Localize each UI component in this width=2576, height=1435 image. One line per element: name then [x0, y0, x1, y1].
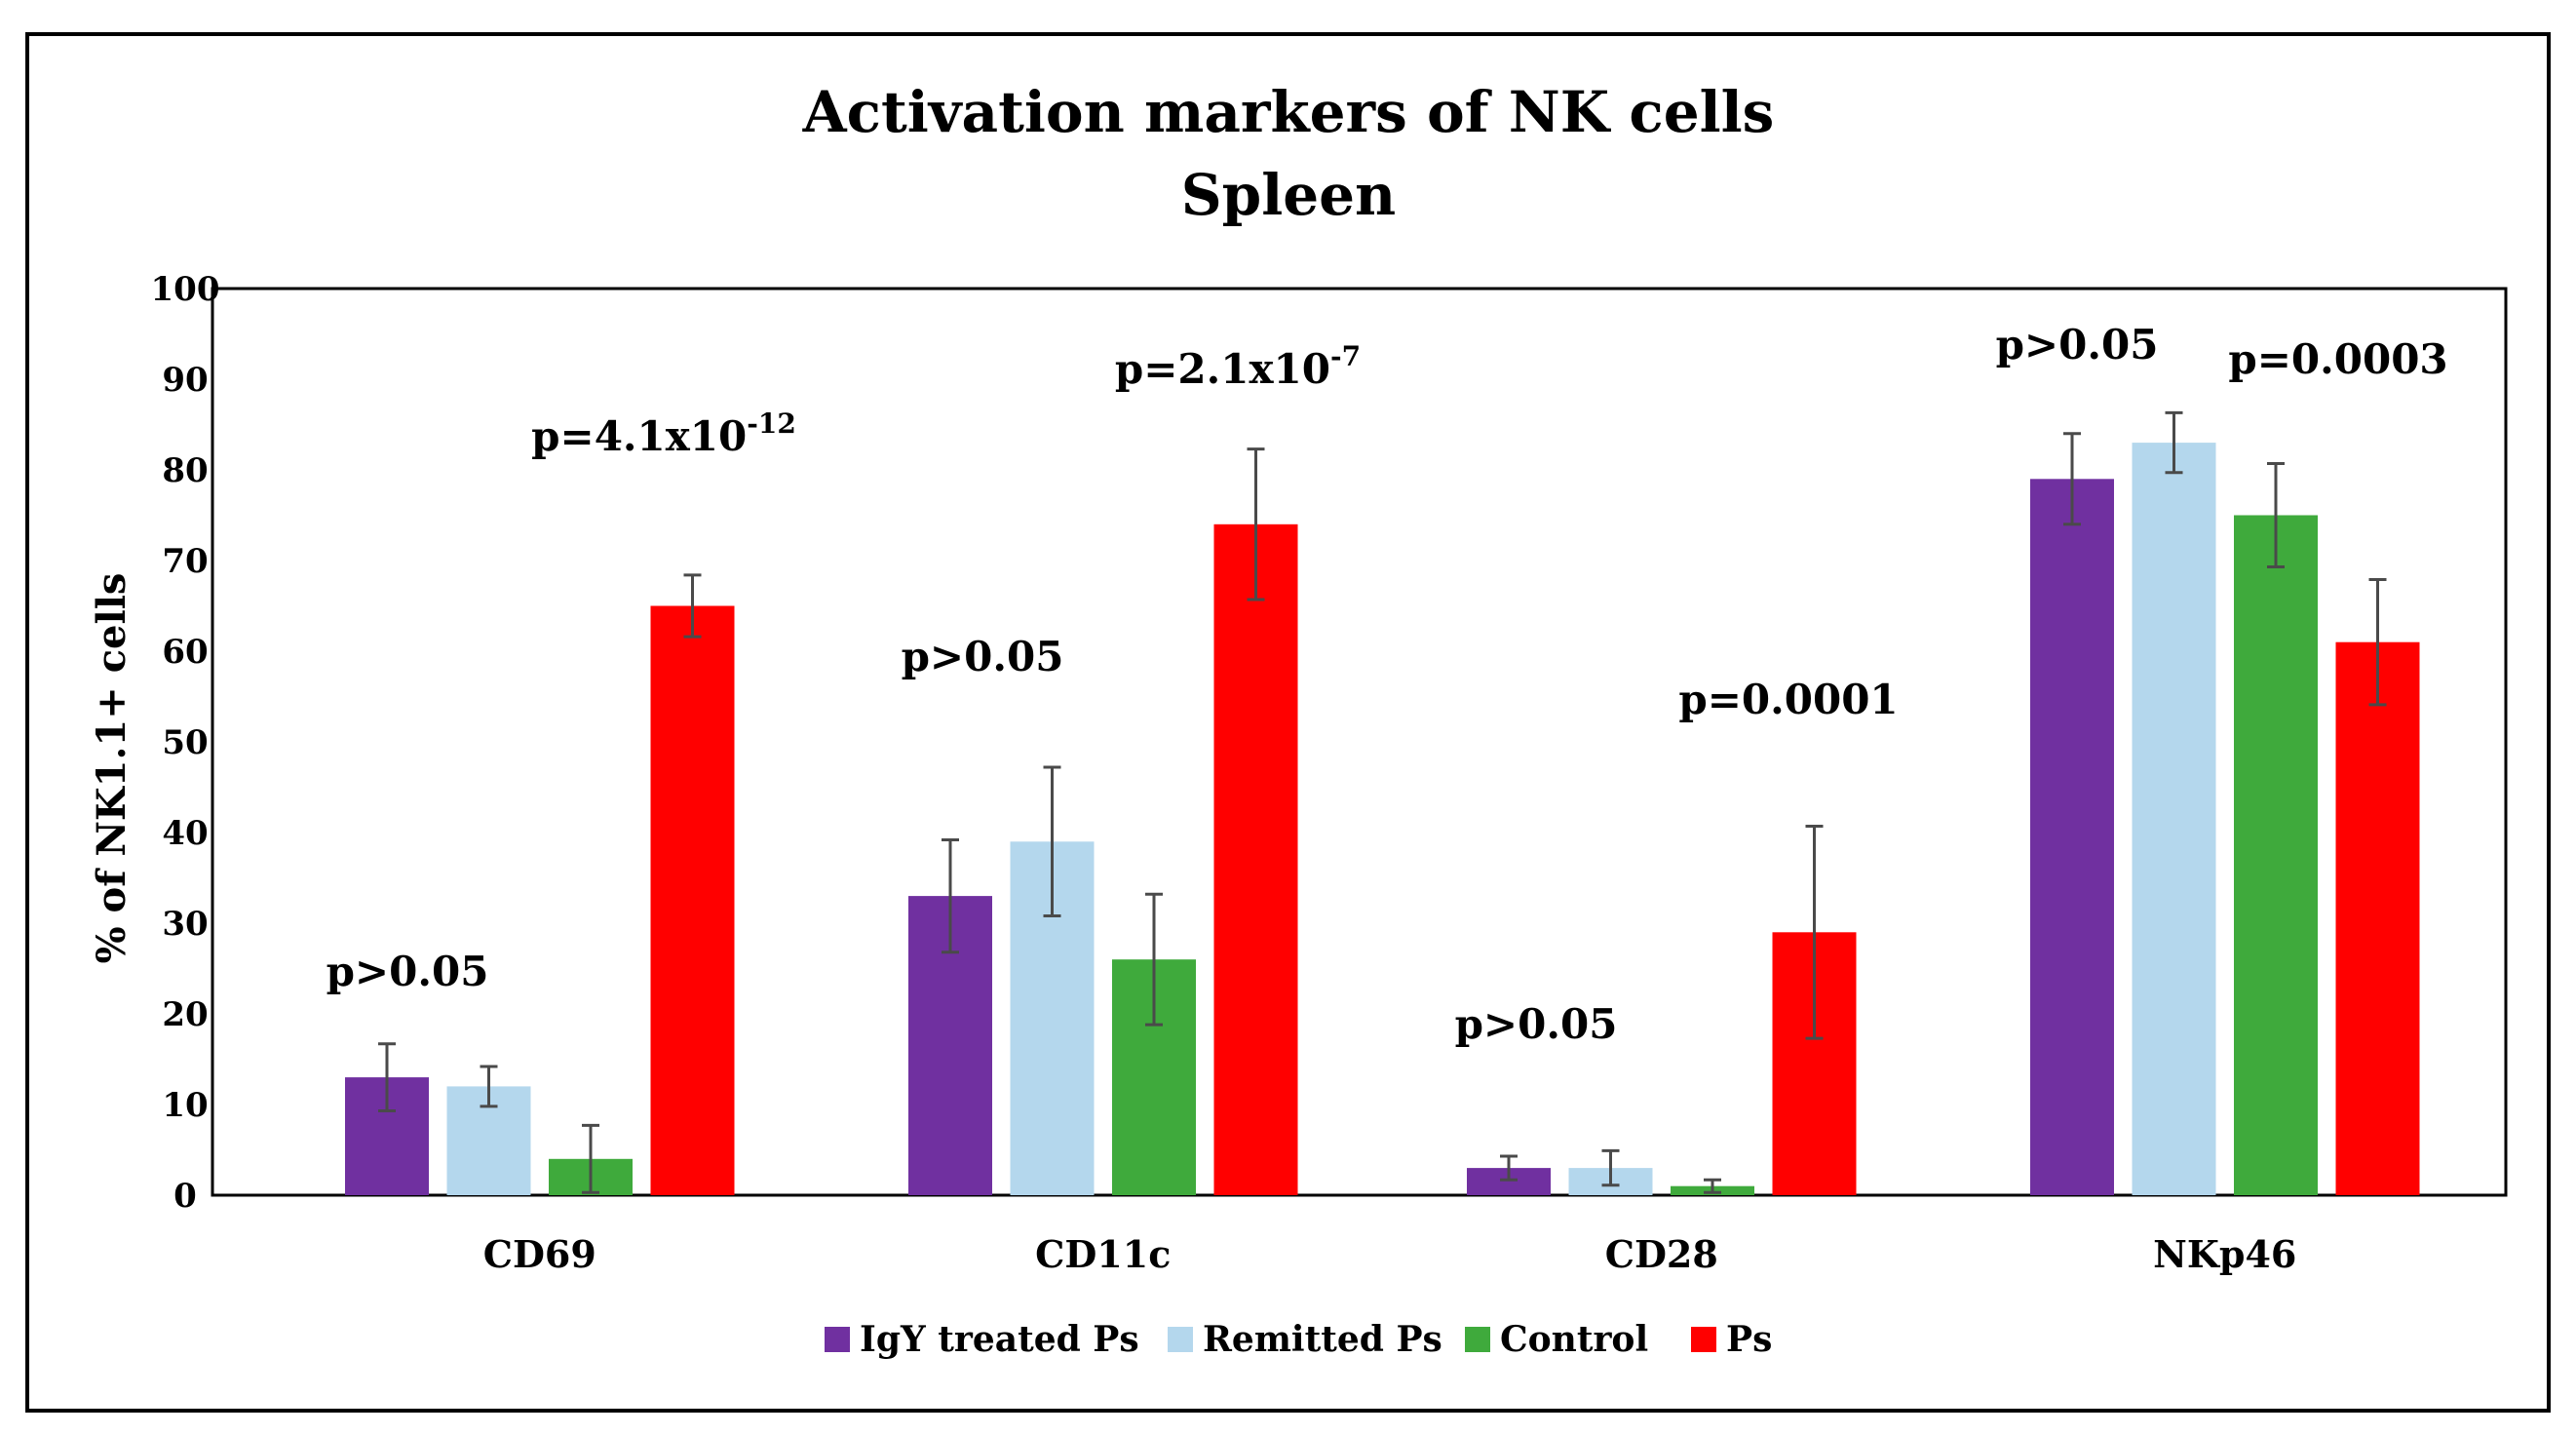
- annotation-p-value: p=0.0003: [2228, 335, 2447, 383]
- legend-swatch: [1691, 1327, 1716, 1352]
- annotation-base: p=4.1x10: [531, 412, 747, 460]
- category-label-nkp46: NKp46: [2153, 1232, 2296, 1276]
- annotation-exponent: -12: [747, 407, 796, 440]
- y-tick-label: 0: [173, 1177, 197, 1216]
- legend-item-ps: Ps: [1726, 1319, 1772, 1360]
- bar-nkp46-igy-treated-ps: [2030, 479, 2114, 1195]
- y-tick-label: 30: [162, 905, 208, 944]
- annotation-p-value: p>0.05: [1455, 1000, 1618, 1048]
- annotation-p-value: p>0.05: [1996, 321, 2159, 368]
- y-tick-label: 40: [162, 814, 208, 853]
- chart-title: Activation markers of NK cells: [802, 79, 1775, 145]
- y-tick-label: 20: [162, 995, 208, 1034]
- bar-nkp46-remitted-ps: [2132, 443, 2216, 1196]
- bar-nkp46-ps: [2335, 641, 2420, 1195]
- legend-item-control: Control: [1500, 1319, 1648, 1360]
- plot-area: [211, 287, 2508, 1197]
- annotation-p-value: p>0.05: [327, 948, 489, 995]
- y-tick-label: 10: [162, 1086, 208, 1125]
- y-tick-label: 100: [151, 270, 220, 309]
- annotation-p-value: p=2.1x10-7: [1115, 340, 1361, 393]
- annotation-p-value: p>0.05: [902, 633, 1064, 680]
- legend-swatch: [825, 1327, 850, 1352]
- category-label-cd11c: CD11c: [1035, 1232, 1171, 1276]
- annotation-exponent: -7: [1330, 340, 1361, 372]
- legend-item-igy-treated-ps: IgY treated Ps: [860, 1319, 1139, 1360]
- annotation-p-value: p=4.1x10-12: [531, 407, 796, 460]
- annotation-p-value: p=0.0001: [1678, 676, 1898, 723]
- y-tick-label: 90: [162, 361, 208, 400]
- legend-item-remitted-ps: Remitted Ps: [1203, 1319, 1442, 1360]
- y-tick-label: 70: [162, 542, 208, 581]
- y-axis-label: % of NK1.1+ cells: [89, 573, 135, 964]
- bar-cd69-ps: [650, 605, 735, 1195]
- category-label-cd69: CD69: [483, 1232, 596, 1276]
- y-tick-label: 80: [162, 451, 208, 490]
- bar-cd11c-ps: [1213, 524, 1298, 1195]
- y-tick-label: 50: [162, 723, 208, 762]
- category-label-cd28: CD28: [1605, 1232, 1718, 1276]
- y-tick-label: 60: [162, 633, 208, 672]
- annotation-base: p=2.1x10: [1115, 345, 1330, 393]
- chart-subtitle: Spleen: [1181, 162, 1396, 228]
- legend-swatch: [1168, 1327, 1193, 1352]
- bar-nkp46-control: [2234, 515, 2318, 1195]
- legend-swatch: [1465, 1327, 1490, 1352]
